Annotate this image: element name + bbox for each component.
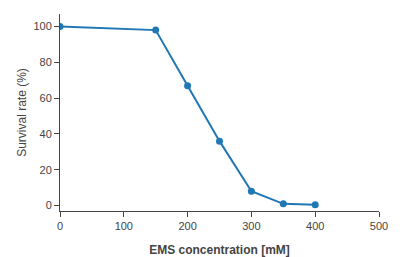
- svg-text:300: 300: [242, 220, 260, 232]
- svg-text:60: 60: [40, 92, 52, 104]
- svg-text:80: 80: [40, 56, 52, 68]
- svg-text:400: 400: [306, 220, 324, 232]
- svg-text:20: 20: [40, 164, 52, 176]
- svg-text:100: 100: [115, 220, 133, 232]
- svg-text:0: 0: [57, 220, 63, 232]
- svg-text:200: 200: [178, 220, 196, 232]
- svg-text:Survival rate (%): Survival rate (%): [15, 68, 29, 157]
- svg-text:500: 500: [370, 220, 388, 232]
- svg-text:100: 100: [33, 20, 51, 32]
- svg-text:0: 0: [46, 199, 52, 211]
- svg-text:EMS concentration [mM]: EMS concentration [mM]: [149, 243, 290, 257]
- svg-text:40: 40: [40, 128, 52, 140]
